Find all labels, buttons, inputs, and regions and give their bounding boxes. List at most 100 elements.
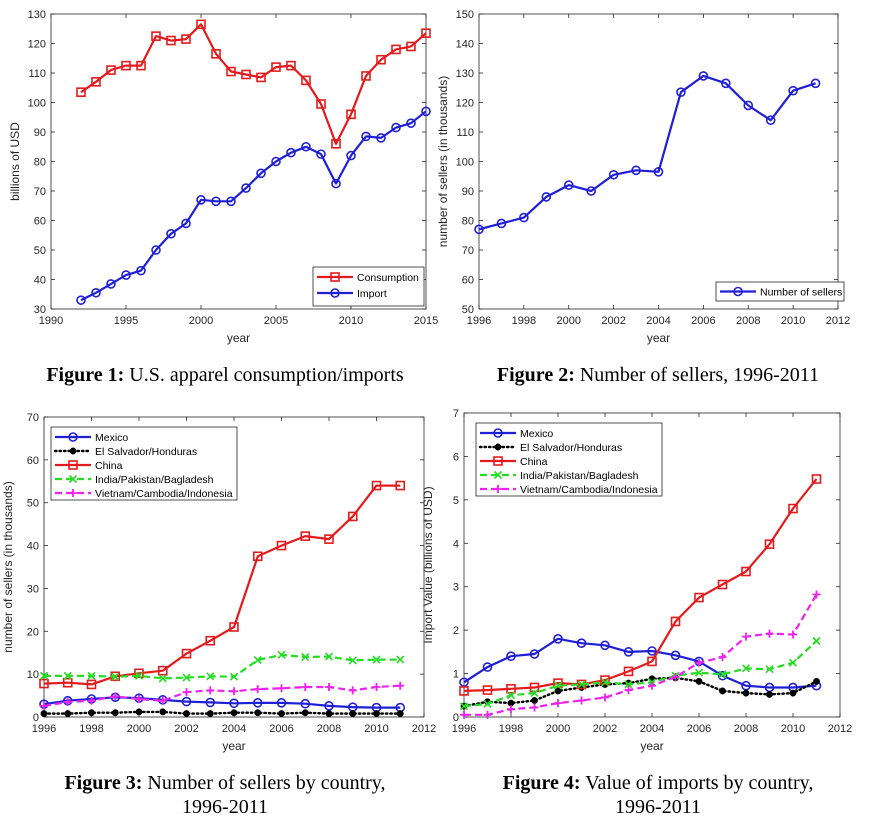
chart-2-series-1-point-13 (765, 115, 776, 125)
chart-3-series-5-point-8 (230, 687, 238, 696)
chart-3-series-3-point-12 (324, 534, 334, 544)
caption-figure-4: Figure 4: Value of imports by country, 1… (450, 771, 866, 819)
chart-3-series-1-point-7 (205, 697, 216, 708)
chart-2-y-axis-label: number of sellers (in thousands) (436, 76, 450, 247)
chart-3-series-3-point-1 (62, 677, 73, 688)
chart-4-series-2-line (462, 676, 818, 708)
chart-4-series-4-line (463, 640, 818, 708)
chart-4-series-5-line (464, 593, 818, 716)
chart-2-series-1-point-0 (474, 224, 484, 235)
chart-4-series-2-point-3 (531, 697, 538, 704)
chart-1-series-1-point-23 (421, 28, 431, 38)
chart-2-series-1-point-2 (519, 212, 529, 223)
chart-1-series-1-point-6 (166, 35, 176, 46)
chart-1-x-tick-label-2: 2000 (189, 315, 213, 327)
caption-figure-3-label: Figure 3: (64, 772, 143, 794)
chart-1-y-tick-label-4: 70 (34, 186, 46, 198)
chart-3-series-1-point-12 (324, 701, 334, 711)
chart-4-series-5-point-3 (530, 703, 539, 712)
chart-1-series-1-point-3 (121, 60, 131, 71)
chart-3-series-3-point-10 (276, 540, 287, 551)
chart-1-series-2-point-15 (301, 141, 311, 152)
chart-3-series-1-point-10 (276, 698, 287, 708)
chart-4-series-5-point-10 (695, 658, 703, 667)
chart-3-series-4-point-2 (87, 671, 96, 680)
chart-3-x-tick-label-7: 2010 (364, 723, 388, 735)
chart-4-series-1 (459, 634, 822, 693)
chart-4-series-5-point-11 (718, 653, 727, 662)
caption-figure-4-text: Value of imports by country, (585, 772, 814, 794)
chart-2-x-axis-label: year (647, 331, 670, 345)
chart-4-series-3-point-0 (459, 686, 469, 696)
chart-2-y-tick-label-10: 150 (456, 9, 474, 21)
chart-3-y-tick-label-3: 30 (27, 583, 39, 595)
chart-3-series-4-point-4 (134, 671, 144, 680)
chart-3-legend-label-5: Vietnam/Cambodia/Indonesia (95, 488, 233, 500)
chart-4-series-2-point-11 (719, 687, 726, 695)
chart-1-series-1-point-17 (331, 139, 341, 149)
chart-1-series-1-point-22 (406, 41, 416, 52)
chart-3-y-tick-label-4: 40 (27, 541, 39, 553)
chart-3-series-2 (40, 708, 404, 718)
chart-1-y-axis-label: billions of USD (8, 122, 22, 201)
chart-1-series-2 (76, 106, 431, 305)
chart-1-series-1-point-2 (106, 65, 116, 75)
chart-3-series-2-point-0 (40, 710, 48, 718)
chart-3-series-2-point-4 (135, 708, 143, 716)
chart-3-x-tick-label-0: 1996 (32, 723, 56, 735)
chart-1-series-1-point-8 (196, 19, 206, 30)
chart-1-series-1-point-21 (391, 44, 401, 55)
chart-1-series-2-point-18 (346, 150, 356, 161)
chart-2-legend-box (715, 281, 845, 302)
chart-1-series-1-point-11 (241, 69, 251, 80)
chart-3-series-3-point-5 (157, 665, 168, 676)
chart-2-series-1-point-10 (698, 71, 709, 81)
chart-4-series-3-point-7 (623, 666, 634, 677)
chart-1-x-axis-label: year (227, 331, 250, 345)
chart-2-series-1-point-8 (653, 167, 664, 177)
caption-figure-1-text: U.S. apparel consumption/imports (129, 364, 404, 386)
chart-4-series-4 (459, 636, 821, 711)
chart-1-series-1-point-16 (316, 99, 326, 109)
chart-3-legend-marker-5 (69, 489, 77, 497)
chart-3-series-5-point-0 (40, 701, 48, 710)
chart-3-series-1-point-11 (300, 698, 311, 709)
chart-4-x-tick-label-5: 2006 (687, 723, 711, 735)
chart-3-series-4-point-9 (253, 655, 262, 665)
chart-2-y-tick-label-9: 140 (456, 39, 474, 51)
chart-1-y-tick-label-5: 80 (34, 157, 46, 169)
chart-3-series-4-point-6 (182, 673, 191, 682)
chart-4-series-3-line (463, 478, 818, 692)
chart-3-legend-label-3: China (95, 460, 123, 472)
chart-4-series-5 (460, 590, 821, 719)
chart-2: 1996 1998 2000 2002 2004 2006 2008 2010 2012 50 60… (436, 9, 850, 345)
chart-4-y-tick-label-6: 6 (453, 451, 459, 463)
chart-1-series-2-line (80, 110, 427, 302)
chart-3-series-4-point-7 (206, 672, 215, 681)
chart-2-y-tick-label-4: 90 (462, 186, 474, 198)
chart-1-series-1-point-0 (76, 87, 86, 97)
chart-1-series-1-point-4 (136, 60, 146, 71)
chart-3-series-4-point-1 (63, 671, 72, 680)
chart-1-series-2-point-0 (76, 295, 86, 305)
chart-4-series-3-point-2 (506, 683, 516, 694)
chart-4-legend-marker-2 (494, 443, 502, 451)
chart-4-series-3-point-10 (694, 592, 704, 603)
chart-4-series-2-point-13 (766, 690, 773, 698)
chart-3-series-2-point-13 (349, 710, 357, 718)
chart-3-series-3-point-13 (347, 511, 358, 522)
chart-3-series-2-point-15 (396, 710, 404, 718)
chart-3-legend-label-2: El Salvador/Honduras (95, 446, 197, 458)
chart-1-y-tick-label-1: 40 (34, 275, 46, 287)
chart-3-series-4-line (44, 653, 401, 680)
chart-2-y-tick-label-3: 80 (462, 216, 474, 228)
chart-4-series-1-point-5 (576, 638, 587, 648)
chart-3-series-3-point-4 (134, 668, 144, 679)
chart-3-series-4-point-0 (39, 671, 49, 680)
chart-4-series-5-point-5 (577, 696, 586, 705)
chart-3-series-5-point-7 (206, 686, 215, 695)
chart-3-series-4-point-15 (396, 655, 405, 664)
chart-2-x-tick-label-7: 2010 (781, 315, 805, 327)
chart-1-series-1-point-20 (376, 54, 386, 65)
